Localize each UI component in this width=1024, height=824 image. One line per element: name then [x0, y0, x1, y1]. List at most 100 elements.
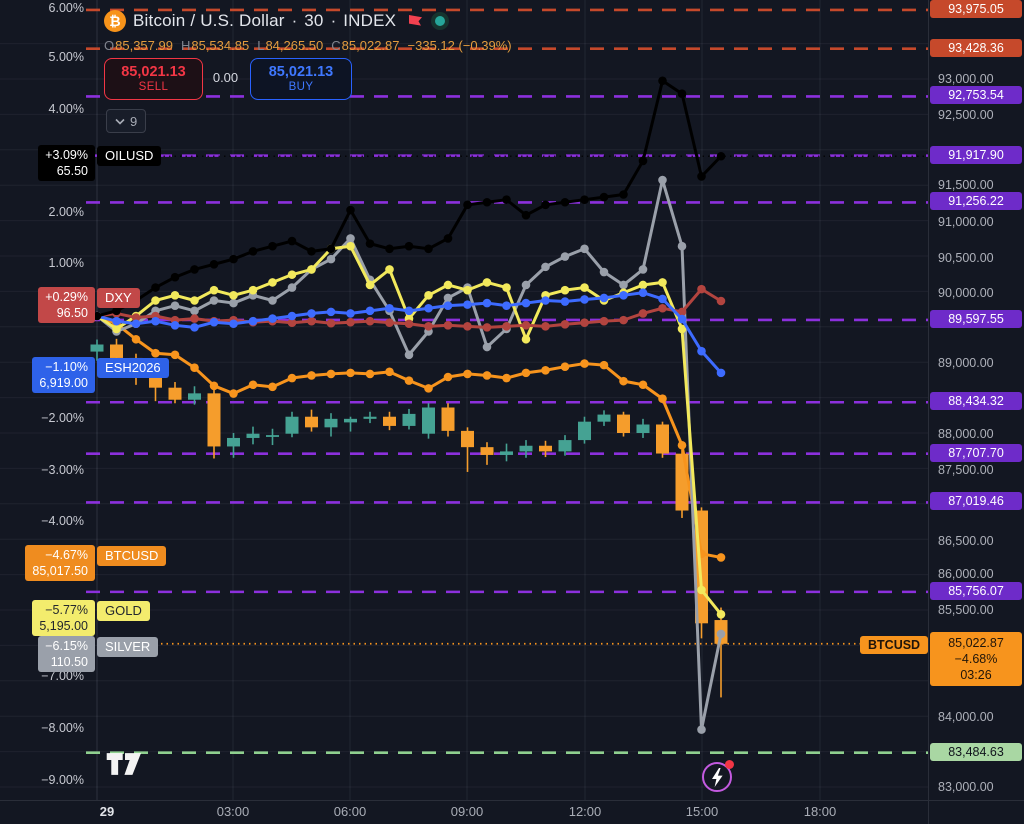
time-axis-separator[interactable] [0, 800, 1024, 801]
series-marker [209, 381, 219, 391]
indicators-toggle-button[interactable]: 9 [106, 109, 147, 133]
series-marker [131, 334, 141, 344]
sell-price: 85,021.13 [121, 64, 186, 80]
ohlc-close-value: 85,022.87 [341, 38, 400, 53]
series-marker [716, 368, 726, 378]
series-marker [482, 371, 492, 380]
series-marker [463, 300, 472, 309]
series-marker [209, 296, 219, 305]
series-marker [502, 373, 511, 383]
flag-icon[interactable] [407, 13, 424, 30]
ohlc-open-value: 85,357.99 [115, 38, 173, 53]
series-marker [677, 324, 687, 334]
series-marker [502, 283, 511, 292]
series-value-badge-silver: −6.15% 110.50 [38, 636, 95, 672]
time-axis-label: 15:00 [685, 804, 719, 819]
price-axis-badge: 88,434.32 [930, 392, 1022, 411]
chart-canvas[interactable] [0, 0, 1024, 800]
series-marker [326, 244, 336, 254]
series-marker [346, 368, 355, 378]
series-marker [716, 610, 726, 619]
series-marker [404, 306, 414, 316]
price-axis-badge: 93,975.05 [930, 0, 1022, 18]
percent-axis-tick: 4.00% [48, 102, 84, 116]
series-marker [502, 195, 511, 204]
tradingview-logo[interactable] [104, 752, 146, 781]
series-marker [658, 294, 667, 304]
series-marker [619, 315, 628, 325]
series-marker [131, 313, 141, 322]
candle-body [266, 435, 279, 437]
candle-body [422, 407, 435, 434]
series-marker [248, 247, 258, 256]
series-marker [170, 350, 180, 360]
candle-body [383, 416, 396, 426]
series-marker [346, 241, 355, 251]
series-marker [697, 284, 706, 294]
price-axis-separator[interactable] [928, 0, 929, 824]
series-marker [151, 296, 160, 305]
series-name-badge-esh2026[interactable]: ESH2026 [97, 358, 169, 378]
series-marker [560, 297, 570, 306]
series-line-esh2026[interactable] [95, 291, 723, 375]
series-marker [112, 324, 121, 334]
series-marker [541, 200, 550, 210]
series-name-badge-oilusd[interactable]: OILUSD [97, 146, 162, 166]
candle-body [636, 424, 650, 433]
series-marker [599, 192, 609, 202]
candle-body [539, 445, 552, 452]
series-marker [677, 307, 687, 317]
series-marker [521, 334, 531, 344]
sell-label: SELL [138, 81, 169, 93]
candle-body [519, 445, 533, 452]
series-marker [521, 210, 531, 220]
price-axis-tick: 91,500.00 [938, 178, 994, 192]
series-marker [170, 301, 180, 310]
series-marker [443, 280, 453, 290]
price-axis-tick: 88,000.00 [938, 427, 994, 441]
series-marker [560, 252, 570, 261]
series-marker [326, 307, 336, 317]
series-name-badge-silver[interactable]: SILVER [97, 637, 159, 657]
series-marker [716, 296, 726, 306]
series-marker [307, 309, 316, 318]
symbol-title[interactable]: Bitcoin / U.S. Dollar [133, 11, 285, 30]
price-axis-badge: 91,256.22 [930, 192, 1022, 211]
interval-label[interactable]: 30 [304, 11, 324, 30]
price-axis-tick: 92,500.00 [938, 108, 994, 122]
series-marker [521, 280, 531, 290]
series-name-badge-gold[interactable]: GOLD [97, 601, 150, 621]
time-axis-label: 09:00 [450, 804, 484, 819]
time-axis-label: 18:00 [803, 804, 837, 819]
percent-axis-tick: −9.00% [41, 773, 84, 787]
ohlc-low-letter: L [257, 38, 265, 53]
series-marker [658, 303, 667, 313]
series-marker [229, 291, 238, 300]
series-marker [658, 76, 667, 86]
series-marker [482, 298, 492, 308]
series-marker [248, 316, 258, 326]
series-marker [248, 380, 258, 390]
series-marker [365, 316, 375, 326]
candle-body [110, 344, 123, 358]
series-marker [638, 265, 648, 274]
series-name-badge-btcusd[interactable]: BTCUSD [97, 546, 167, 566]
percent-axis-tick: 5.00% [48, 50, 84, 64]
market-status-icon [431, 12, 450, 30]
series-marker [463, 285, 472, 295]
series-marker [580, 283, 589, 292]
series-marker [443, 321, 453, 330]
price-axis-badge: 92,753.54 [930, 86, 1022, 105]
current-price-badge: 85,022.87 −4.68% 03:26 [930, 631, 1022, 686]
series-marker [190, 306, 199, 316]
sell-button[interactable]: 85,021.13 SELL [104, 58, 203, 100]
price-axis-tick: 83,000.00 [938, 780, 994, 794]
series-name-badge-dxy[interactable]: DXY [97, 288, 140, 308]
series-marker [131, 319, 141, 329]
series-marker [424, 322, 433, 331]
title-separator: · [291, 11, 298, 30]
flash-status-button[interactable] [702, 760, 736, 794]
series-value-badge-oilusd: +3.09% 65.50 [38, 145, 95, 181]
buy-button[interactable]: 85,021.13 BUY [250, 58, 352, 100]
series-marker [268, 296, 277, 305]
